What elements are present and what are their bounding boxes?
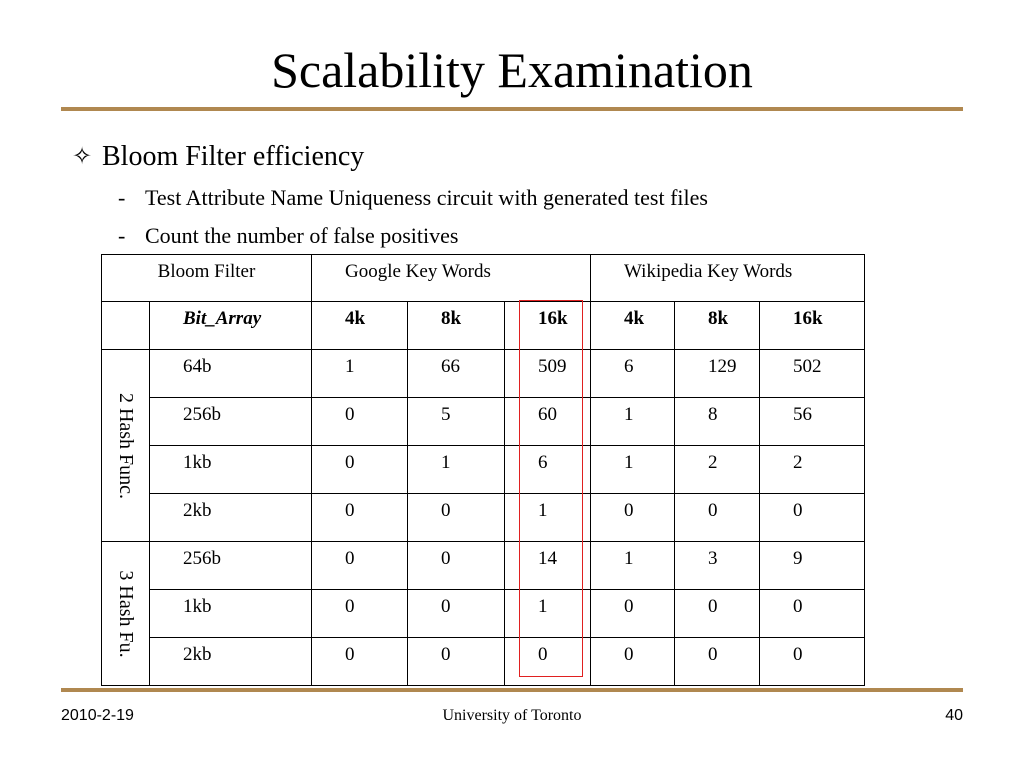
cell-bit-array: 2kb	[149, 493, 312, 542]
cell-wikipedia-8k: 3	[674, 541, 760, 590]
cell-google-16k: 0	[504, 637, 591, 686]
cell-bit-array: 256b	[149, 541, 312, 590]
cell-wikipedia-4k: 0	[590, 637, 675, 686]
cell-wikipedia-4k: 1	[590, 541, 675, 590]
cell-google-4k: 0	[311, 637, 408, 686]
footer-date: 2010-2-19	[61, 707, 134, 724]
cell-google-4k: 1	[311, 349, 408, 398]
slide-title: Scalability Examination	[271, 42, 753, 98]
table-row: 2kb 0 0 0 0 0 0	[102, 637, 865, 686]
footer-divider	[61, 688, 963, 692]
cell-wikipedia-8k: 8	[674, 397, 760, 446]
main-bullet: ✧ Bloom Filter efficiency	[72, 140, 364, 174]
group-label-3-hash: 3 Hash Fu.	[101, 541, 150, 686]
sub-bullet: - Count the number of false positives	[118, 222, 458, 250]
four-pointed-star-outline-icon: ✧	[72, 144, 93, 170]
cell-google-8k: 0	[407, 493, 505, 542]
cell-google-8k: 0	[407, 589, 505, 638]
table-row: 2 Hash Func. 64b 1 66 509 6 129 502	[101, 349, 865, 542]
header-wikipedia-16k: 16k	[759, 301, 865, 350]
cell-wikipedia-16k: 502	[759, 349, 865, 398]
table-row: 1kb 0 1 6 1 2 2	[102, 445, 865, 494]
table-header-row: Bloom Filter Google Key Words Wikipedia …	[101, 254, 865, 302]
header-bloom-filter: Bloom Filter	[101, 254, 312, 302]
cell-google-16k: 6	[504, 445, 591, 494]
cell-wikipedia-8k: 0	[674, 493, 760, 542]
empty-cell	[101, 301, 150, 350]
cell-wikipedia-16k: 56	[759, 397, 865, 446]
header-google-8k: 8k	[407, 301, 505, 350]
dash-icon: -	[118, 223, 126, 248]
sub-bullet-text: Count the number of false positives	[145, 223, 459, 248]
page-number: 40	[945, 707, 963, 724]
cell-wikipedia-8k: 129	[674, 349, 760, 398]
header-bit-array: Bit_Array	[149, 301, 312, 350]
table-row: 1kb 0 0 1 0 0 0	[102, 589, 865, 638]
group-label-text: 3 Hash Fu.	[114, 569, 137, 658]
cell-wikipedia-8k: 2	[674, 445, 760, 494]
dash-icon: -	[118, 185, 126, 210]
cell-google-8k: 5	[407, 397, 505, 446]
cell-google-8k: 66	[407, 349, 505, 398]
cell-google-16k: 60	[504, 397, 591, 446]
cell-bit-array: 256b	[149, 397, 312, 446]
bloom-filter-results-table: Bloom Filter Google Key Words Wikipedia …	[101, 254, 865, 686]
cell-wikipedia-8k: 0	[674, 637, 760, 686]
table-row: 256b 0 5 60 1 8 56	[102, 397, 865, 446]
cell-wikipedia-4k: 1	[590, 445, 675, 494]
cell-google-4k: 0	[311, 397, 408, 446]
table-row: 2kb 0 0 1 0 0 0	[102, 493, 865, 542]
cell-google-8k: 0	[407, 541, 505, 590]
cell-wikipedia-4k: 6	[590, 349, 675, 398]
cell-wikipedia-16k: 0	[759, 493, 865, 542]
cell-google-4k: 0	[311, 493, 408, 542]
header-wikipedia-4k: 4k	[590, 301, 675, 350]
cell-google-8k: 1	[407, 445, 505, 494]
header-wikipedia-8k: 8k	[674, 301, 760, 350]
header-google-key-words: Google Key Words	[311, 254, 591, 302]
title-divider	[61, 107, 963, 111]
cell-wikipedia-8k: 0	[674, 589, 760, 638]
cell-google-4k: 0	[311, 541, 408, 590]
cell-google-16k: 1	[504, 589, 591, 638]
cell-google-8k: 0	[407, 637, 505, 686]
header-google-16k: 16k	[504, 301, 591, 350]
group-label-2-hash: 2 Hash Func.	[101, 349, 150, 542]
sub-bullet: - Test Attribute Name Uniqueness circuit…	[118, 184, 708, 212]
cell-wikipedia-4k: 1	[590, 397, 675, 446]
cell-wikipedia-4k: 0	[590, 493, 675, 542]
table-row: 3 Hash Fu. 256b 0 0 14 1 3 9	[101, 541, 865, 686]
cell-google-4k: 0	[311, 589, 408, 638]
cell-google-16k: 14	[504, 541, 591, 590]
table-subheader-row: Bit_Array 4k 8k 16k 4k 8k 16k	[101, 301, 865, 350]
sub-bullet-text: Test Attribute Name Uniqueness circuit w…	[145, 185, 708, 210]
footer-organization: University of Toronto	[442, 707, 582, 724]
group-label-text: 2 Hash Func.	[114, 392, 137, 499]
cell-google-4k: 0	[311, 445, 408, 494]
header-wikipedia-key-words: Wikipedia Key Words	[590, 254, 865, 302]
header-google-4k: 4k	[311, 301, 408, 350]
cell-wikipedia-4k: 0	[590, 589, 675, 638]
cell-wikipedia-16k: 0	[759, 589, 865, 638]
cell-google-16k: 509	[504, 349, 591, 398]
cell-wikipedia-16k: 2	[759, 445, 865, 494]
cell-bit-array: 2kb	[149, 637, 312, 686]
cell-bit-array: 1kb	[149, 445, 312, 494]
cell-google-16k: 1	[504, 493, 591, 542]
main-bullet-text: Bloom Filter efficiency	[102, 141, 365, 172]
cell-wikipedia-16k: 9	[759, 541, 865, 590]
cell-bit-array: 64b	[149, 349, 312, 398]
cell-bit-array: 1kb	[149, 589, 312, 638]
cell-wikipedia-16k: 0	[759, 637, 865, 686]
